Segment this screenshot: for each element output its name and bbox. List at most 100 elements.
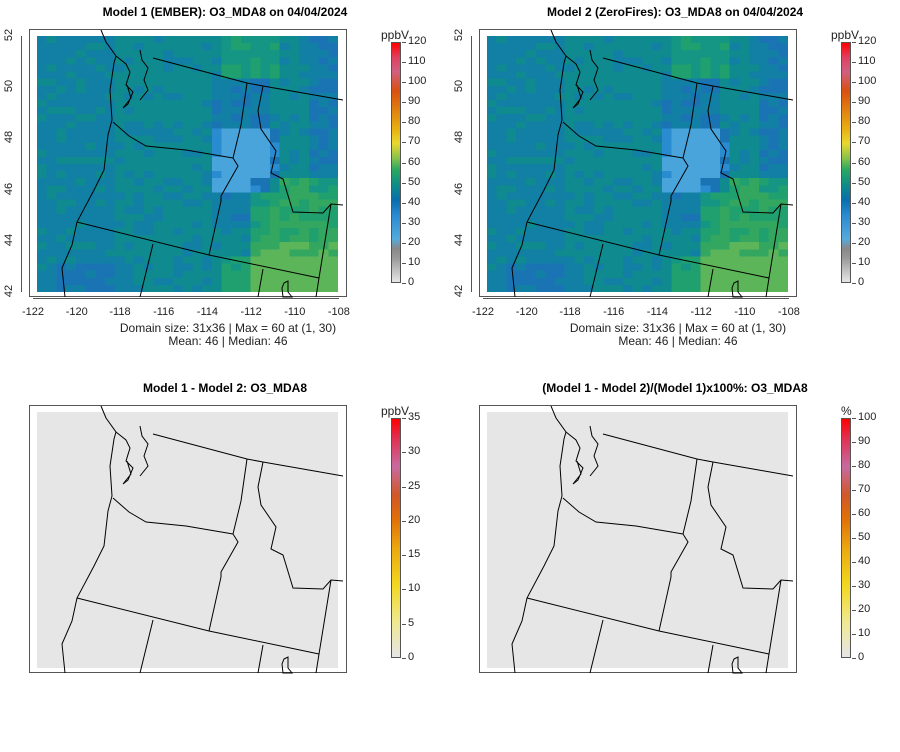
wa-or-border <box>112 497 234 535</box>
state-boundaries <box>61 405 344 674</box>
panel-title: Model 1 - Model 2: O3_MDA8 <box>142 381 308 395</box>
or-id-border <box>658 533 689 632</box>
puget-sound <box>115 49 149 109</box>
x-tick-label: -112 <box>240 306 262 318</box>
x-tick-label: -122 <box>22 306 45 318</box>
x-tick-label: -118 <box>109 306 131 318</box>
coastline <box>511 29 567 298</box>
colorbar-tick-label: 90 <box>851 95 871 108</box>
x-axis <box>483 298 789 304</box>
x-axis <box>33 298 339 304</box>
great-salt-lake <box>281 656 294 674</box>
colorbar-tick-label: 0 <box>851 276 865 288</box>
colorbar-tick-label: 40 <box>851 555 871 567</box>
id-wy-border <box>315 579 332 674</box>
id-wy-border <box>765 203 782 298</box>
colorbar-unit: % <box>841 404 852 418</box>
colorbar-tick-label: 100 <box>401 75 427 88</box>
colorbar <box>841 42 851 283</box>
summary-stats: Mean: 46 | Median: 46 <box>168 334 288 348</box>
nv-ut-border <box>257 268 264 298</box>
y-tick-label: 52 <box>453 28 466 42</box>
x-tick-label: -116 <box>153 306 175 318</box>
x-tick-label: -110 <box>734 306 756 318</box>
wa-or-border <box>562 497 684 535</box>
puget-sound <box>565 425 599 485</box>
canada-border <box>152 433 344 477</box>
colorbar <box>841 418 851 658</box>
south-border <box>526 597 770 655</box>
south-border <box>76 221 320 279</box>
colorbar-tick-label: 80 <box>851 115 871 128</box>
ca-nv-border <box>139 619 154 674</box>
id-mt-border <box>257 461 344 590</box>
summary-stats: Domain size: 31x36 | Max = 60 at (1, 30) <box>569 321 787 335</box>
colorbar-tick-label: 30 <box>851 215 871 228</box>
coastline <box>511 405 567 674</box>
nv-ut-border <box>707 268 714 298</box>
y-tick-label: 52 <box>3 28 16 42</box>
colorbar-tick-label: 0 <box>401 276 415 288</box>
x-tick-label: -108 <box>327 306 350 318</box>
coastline <box>61 405 117 674</box>
colorbar-tick-label: 20 <box>401 235 421 248</box>
colorbar-tick-label: 20 <box>851 235 871 248</box>
nv-ut-border <box>707 644 714 674</box>
panel-title: Model 2 (ZeroFires): O3_MDA8 on 04/04/20… <box>546 5 804 19</box>
colorbar-tick-label: 90 <box>851 435 871 447</box>
puget-sound <box>565 49 599 109</box>
y-tick-label: 44 <box>453 233 466 246</box>
colorbar-tick-label: 90 <box>401 95 421 108</box>
y-tick-label: 46 <box>453 182 466 195</box>
colorbar-tick-label: 120 <box>851 35 877 47</box>
map-frame <box>29 405 347 674</box>
y-tick-label: 50 <box>453 80 466 93</box>
colorbar-unit: ppbV <box>381 28 410 42</box>
great-salt-lake <box>731 656 744 674</box>
x-tick-label: -120 <box>515 306 538 318</box>
colorbar-tick-label: 10 <box>851 627 871 639</box>
colorbar-tick-label: 100 <box>851 411 877 423</box>
colorbar-tick-label: 60 <box>851 507 871 519</box>
colorbar-tick-label: 60 <box>851 155 871 168</box>
colorbar-tick-label: 30 <box>851 579 871 591</box>
colorbar-tick-label: 60 <box>401 155 421 168</box>
colorbar-tick-label: 100 <box>851 75 877 88</box>
wa-id-border <box>232 458 248 535</box>
ca-nv-border <box>139 243 154 298</box>
x-tick-label: -120 <box>65 306 88 318</box>
canada-border <box>602 57 794 101</box>
puget-sound <box>115 425 149 485</box>
wa-id-border <box>682 458 698 535</box>
y-tick-label: 44 <box>3 233 16 246</box>
y-tick-label: 50 <box>3 80 16 93</box>
x-tick-label: -118 <box>559 306 581 318</box>
colorbar-tick-label: 80 <box>401 115 421 128</box>
colorbar-tick-label: 50 <box>851 175 871 188</box>
coastline <box>61 29 117 298</box>
colorbar-tick-label: 20 <box>851 603 871 615</box>
colorbar-tick-label: 20 <box>401 513 421 526</box>
id-mt-border <box>707 461 794 590</box>
id-wy-border <box>765 579 782 674</box>
south-border <box>526 221 770 279</box>
colorbar-tick-label: 0 <box>851 651 865 663</box>
great-salt-lake <box>281 280 294 298</box>
state-boundaries <box>511 405 794 674</box>
colorbar-tick-label: 50 <box>401 175 421 188</box>
x-tick-label: -114 <box>196 306 218 318</box>
wa-id-border <box>682 82 698 159</box>
colorbar <box>391 42 401 283</box>
colorbar-tick-label: 10 <box>851 255 871 268</box>
colorbar-tick-label: 5 <box>401 616 415 629</box>
colorbar-tick-label: 25 <box>401 479 421 492</box>
colorbar-tick-label: 80 <box>851 459 871 471</box>
state-boundaries <box>511 29 794 298</box>
panel-title: (Model 1 - Model 2)/(Model 1)x100%: O3_M… <box>542 381 808 395</box>
x-tick-label: -110 <box>284 306 306 318</box>
colorbar-tick-label: 10 <box>401 255 421 268</box>
panel-title: Model 1 (EMBER): O3_MDA8 on 04/04/2024 <box>102 5 348 19</box>
nv-ut-border <box>257 644 264 674</box>
wa-id-border <box>232 82 248 159</box>
